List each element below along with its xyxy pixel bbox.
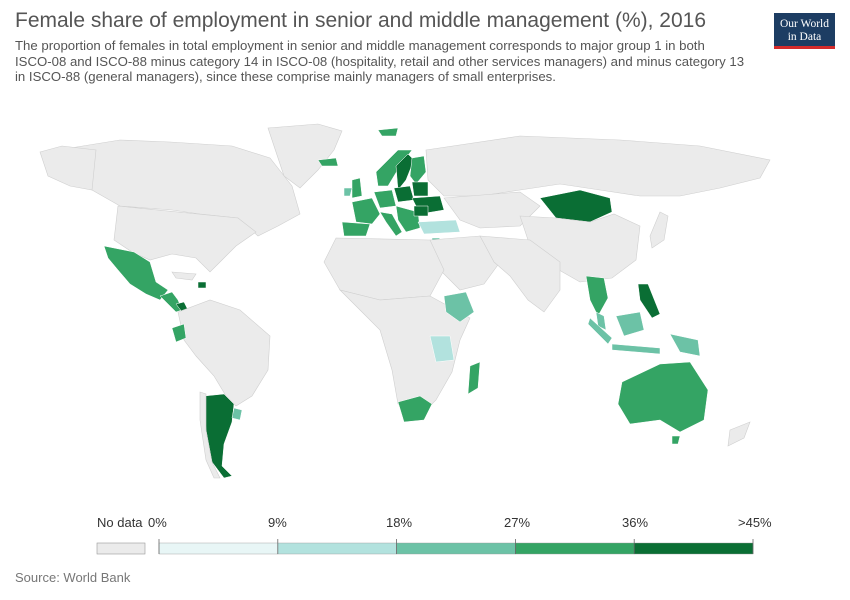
country-indonesia-java[interactable] [611,343,661,355]
country-alaska[interactable] [39,145,97,191]
country-turkey[interactable] [417,219,461,235]
country-russia[interactable] [425,135,771,197]
country-madagascar[interactable] [467,361,481,395]
country-south-africa[interactable] [397,395,433,423]
legend-tick-2: 18% [386,515,413,530]
logo-line-1: Our World [779,18,829,30]
country-finland[interactable] [409,155,427,185]
legend-tick-1: 9% [268,515,287,530]
legend-bin-2 [396,542,516,555]
country-japan[interactable] [649,211,669,249]
country-sweden[interactable] [395,153,415,191]
legend-tick-3: 27% [504,515,531,530]
country-thailand-myanmar[interactable] [585,275,609,317]
country-chile[interactable] [199,391,221,479]
country-kazakhstan-region[interactable] [443,191,541,229]
country-philippines[interactable] [637,283,661,319]
country-indonesia-borneo[interactable] [615,311,645,337]
country-uruguay[interactable] [231,407,243,421]
legend-no-data-label: No data [97,515,143,530]
country-romania[interactable] [413,205,429,217]
country-canada[interactable] [57,139,301,237]
legend-no-data-swatch [96,542,146,555]
country-ecuador[interactable] [171,323,187,343]
country-belarus[interactable] [411,181,429,197]
source-note: Source: World Bank [15,570,131,585]
country-dominican-republic[interactable] [197,281,207,289]
country-cuba[interactable] [171,271,197,281]
country-france[interactable] [351,197,381,225]
country-ethiopia[interactable] [443,291,475,323]
country-poland[interactable] [393,185,415,203]
legend-bin-4 [634,542,754,555]
country-papua[interactable] [669,333,701,357]
country-mongolia[interactable] [539,189,613,223]
country-mexico[interactable] [103,245,169,301]
country-sub-saharan-africa[interactable] [339,289,471,421]
country-italy[interactable] [379,211,403,237]
country-uk[interactable] [351,177,363,199]
country-indonesia-sumatra[interactable] [587,317,613,345]
logo-line-2: in Data [787,31,822,43]
country-ireland[interactable] [343,187,353,197]
legend-tick-0: 0% [148,515,167,530]
country-australia[interactable] [617,361,709,433]
country-germany[interactable] [373,189,397,209]
legend-color-bins [158,539,754,555]
country-svalbard[interactable] [377,127,399,137]
legend-bin-0 [158,542,279,555]
country-central-america[interactable] [159,291,183,313]
legend-tick-4: 36% [622,515,649,530]
legend-tick-5: >45% [738,515,772,530]
chart-title: Female share of employment in senior and… [15,9,707,32]
country-tasmania[interactable] [671,435,681,445]
country-tanzania[interactable] [429,335,455,363]
country-new-zealand[interactable] [727,421,751,447]
owid-logo[interactable]: Our World in Data [774,13,835,49]
chart-subtitle: The proportion of females in total emplo… [15,38,745,84]
country-spain-portugal[interactable] [341,221,371,237]
country-iran-south-asia[interactable] [479,235,561,313]
country-greenland[interactable] [267,123,343,189]
country-usa[interactable] [113,205,257,273]
country-iceland[interactable] [317,157,339,167]
country-brazil-region[interactable] [177,299,271,407]
legend-bin-1 [277,542,397,555]
legend-bin-3 [515,542,635,555]
